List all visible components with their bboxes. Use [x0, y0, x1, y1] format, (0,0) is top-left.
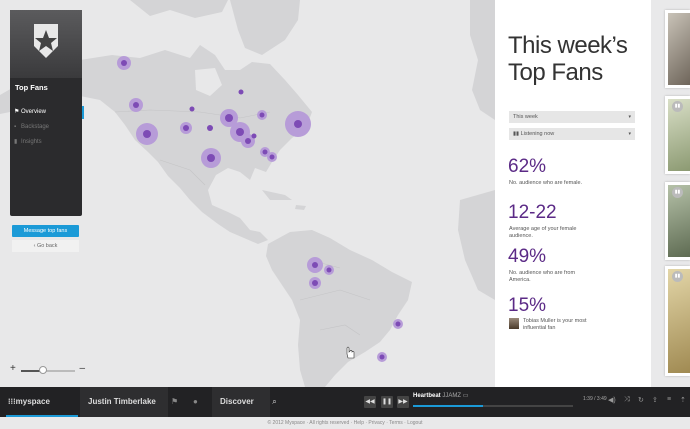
brand-underline: [6, 415, 78, 417]
chevron-down-icon: ▾: [628, 114, 631, 120]
fan-card[interactable]: [665, 10, 690, 88]
sidebar-title: Top Fans: [15, 83, 48, 92]
fan-photo: [668, 99, 690, 171]
stat-description: Tobias Muller is your most influential f…: [523, 318, 587, 331]
listening-dropdown-label: Listening now: [520, 131, 555, 137]
go-back-label: Go back: [36, 243, 58, 249]
lock-icon: ▪: [14, 124, 17, 130]
track-progress-bar[interactable]: [413, 405, 573, 407]
repeat-icon[interactable]: ↻: [638, 397, 644, 404]
stat-value: 15%: [508, 295, 547, 316]
period-dropdown-label: This week: [513, 114, 538, 120]
listening-dropdown[interactable]: ▮▮ Listening now ▾: [509, 128, 635, 140]
hand-cursor-icon: [346, 346, 355, 359]
track-progress-fill: [413, 405, 484, 407]
period-dropdown[interactable]: This week ▾: [509, 111, 635, 123]
stat-value: 12-22: [508, 202, 557, 223]
fan-photo: [668, 13, 690, 85]
flag-icon[interactable]: ⚑: [171, 397, 179, 406]
zoom-track[interactable]: [21, 370, 75, 372]
zoom-fill: [21, 370, 43, 372]
zoom-out-button[interactable]: –: [79, 363, 85, 374]
brand-label: myspace: [15, 397, 50, 406]
stat-value: 62%: [508, 156, 547, 177]
sidebar-item-overview[interactable]: ⚑ Overview: [10, 106, 84, 119]
total-time: 3:49: [596, 396, 607, 402]
myspace-logo[interactable]: ⁝⁝⁝myspace: [8, 387, 78, 417]
left-sidebar: Top Fans ⚑ Overview ▪ Backstage ▮ Insights: [10, 10, 84, 216]
bar-chart-icon: ▮: [14, 139, 18, 145]
fan-cards-strip: ▮▮ ▮▮ ▮▮: [651, 0, 690, 387]
stats-panel: This week’s Top Fans This week ▾ ▮▮ List…: [495, 0, 651, 387]
now-playing: Heartbeat JJAMZ ▭: [413, 392, 468, 399]
chevron-left-icon: ‹: [33, 243, 37, 249]
track-artist: JJAMZ: [442, 393, 462, 399]
pause-button[interactable]: ❚❚: [381, 396, 393, 408]
stat-description: No. audience who are from America.: [509, 270, 576, 283]
queue-icon[interactable]: ≡: [667, 396, 672, 403]
previous-track-button[interactable]: ◀◀: [364, 396, 376, 408]
sidebar-item-label: Overview: [21, 109, 47, 115]
flag-icon: ⚑: [14, 109, 20, 115]
chat-icon[interactable]: ●: [193, 397, 198, 406]
shuffle-icon[interactable]: ⤨: [624, 396, 630, 403]
fan-dots: [117, 56, 403, 362]
fan-card[interactable]: ▮▮: [665, 182, 690, 260]
zoom-slider-handle[interactable]: [38, 366, 47, 374]
search-icon[interactable]: ⌕: [272, 397, 277, 406]
share-icon[interactable]: ⇪: [652, 397, 658, 404]
zoom-in-button[interactable]: +: [10, 363, 16, 374]
stat-description: No. audience who are female.: [509, 180, 583, 186]
chevron-down-icon: ▾: [628, 131, 631, 137]
next-track-button[interactable]: ▶▶: [397, 396, 409, 408]
sidebar-item-insights[interactable]: ▮ Insights: [10, 136, 82, 149]
go-back-link[interactable]: ‹ Go back: [12, 240, 79, 252]
stat-description: Average age of your female audience.: [509, 226, 577, 239]
fan-card[interactable]: ▮▮: [665, 96, 690, 174]
volume-icon[interactable]: ◀): [608, 397, 616, 404]
bar-chart-icon: ▮▮: [672, 101, 683, 112]
top-fans-logo: [10, 10, 82, 78]
fan-photo: [668, 269, 690, 373]
grid-icon: ⁝⁝⁝: [8, 397, 16, 406]
zoom-control[interactable]: + –: [10, 363, 85, 376]
active-indicator: [82, 106, 84, 119]
footer-links[interactable]: © 2012 Myspace · All rights reserved · H…: [0, 417, 690, 429]
track-time: 1:39 / 3:49: [583, 396, 607, 402]
track-title: Heartbeat: [413, 393, 441, 399]
bar-chart-icon: ▮▮: [513, 131, 521, 137]
bar-chart-icon: ▮▮: [672, 187, 683, 198]
sidebar-item-backstage[interactable]: ▪ Backstage: [10, 121, 82, 134]
player-bar: ⁝⁝⁝myspace Justin Timberlake ⚑ ● Discove…: [0, 387, 690, 417]
sidebar-item-label: Insights: [21, 139, 42, 145]
message-top-fans-button[interactable]: Message top fans: [12, 225, 79, 237]
artist-profile-link[interactable]: Justin Timberlake: [80, 387, 168, 417]
expand-icon[interactable]: ⇡: [680, 397, 686, 404]
sidebar-item-label: Backstage: [21, 124, 50, 130]
page-title: This week’s Top Fans: [508, 32, 628, 86]
bar-chart-icon: ▮▮: [672, 271, 683, 282]
screen-icon: ▭: [462, 393, 469, 399]
fan-map[interactable]: [0, 0, 495, 387]
fan-photo: [668, 185, 690, 257]
star-badge-icon: [34, 24, 58, 58]
elapsed-time: 1:39: [583, 396, 593, 402]
discover-link[interactable]: Discover: [212, 387, 270, 417]
fan-card[interactable]: ▮▮: [665, 266, 690, 376]
stat-value: 49%: [508, 246, 547, 267]
avatar[interactable]: [509, 318, 519, 329]
